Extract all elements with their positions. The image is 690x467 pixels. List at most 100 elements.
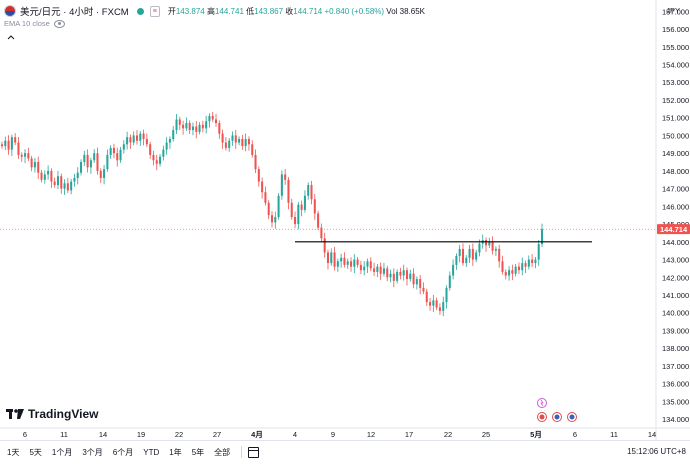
candle-body[interactable] <box>290 202 293 217</box>
candle-body[interactable] <box>264 192 267 203</box>
candle-body[interactable] <box>43 174 46 180</box>
timeframe-button[interactable]: 6个月 <box>112 447 134 457</box>
candle-body[interactable] <box>340 257 343 262</box>
candle-body[interactable] <box>185 123 188 129</box>
candle-body[interactable] <box>73 177 76 182</box>
candle-body[interactable] <box>300 204 303 210</box>
candle-body[interactable] <box>191 126 194 131</box>
candle-body[interactable] <box>221 133 224 143</box>
candle-body[interactable] <box>326 252 329 264</box>
candle-body[interactable] <box>274 217 277 223</box>
candle-body[interactable] <box>231 135 234 141</box>
candle-body[interactable] <box>445 287 448 303</box>
candle-body[interactable] <box>205 121 208 129</box>
candle-body[interactable] <box>511 270 514 274</box>
candle-body[interactable] <box>485 240 488 246</box>
candle-body[interactable] <box>208 115 211 122</box>
candle-body[interactable] <box>27 153 30 159</box>
candle-body[interactable] <box>126 137 129 145</box>
candle-body[interactable] <box>294 217 297 225</box>
candle-body[interactable] <box>491 241 494 251</box>
candle-body[interactable] <box>83 154 86 163</box>
candle-body[interactable] <box>201 124 204 129</box>
candle-body[interactable] <box>396 271 399 281</box>
clock[interactable]: 15:12:06 UTC+8 <box>627 447 686 456</box>
timeframe-button[interactable]: 1天 <box>7 447 20 457</box>
candle-body[interactable] <box>96 153 99 171</box>
candle-body[interactable] <box>56 176 59 186</box>
candle-body[interactable] <box>307 185 310 196</box>
candle-body[interactable] <box>251 144 254 155</box>
timeframe-button[interactable]: 5天 <box>29 447 42 457</box>
candle-body[interactable] <box>14 137 17 143</box>
candle-body[interactable] <box>112 147 115 154</box>
eye-icon[interactable] <box>53 19 65 28</box>
candle-body[interactable] <box>297 204 300 225</box>
candle-body[interactable] <box>0 144 4 147</box>
candle-body[interactable] <box>409 273 412 280</box>
candle-body[interactable] <box>432 300 435 306</box>
candle-body[interactable] <box>47 170 50 175</box>
candle-body[interactable] <box>461 248 464 264</box>
candle-body[interactable] <box>53 181 56 186</box>
candle-body[interactable] <box>336 261 339 267</box>
timeframe-button[interactable]: 3个月 <box>82 447 103 457</box>
candle-body[interactable] <box>419 279 422 288</box>
candle-body[interactable] <box>438 307 441 311</box>
candle-body[interactable] <box>172 130 175 139</box>
candle-body[interactable] <box>524 263 527 267</box>
candle-body[interactable] <box>86 154 89 168</box>
candle-body[interactable] <box>478 243 481 253</box>
candle-body[interactable] <box>475 252 478 260</box>
candle-body[interactable] <box>175 119 178 131</box>
candle-body[interactable] <box>471 248 474 260</box>
candle-body[interactable] <box>488 241 491 246</box>
candle-body[interactable] <box>76 172 79 178</box>
candle-body[interactable] <box>241 138 244 147</box>
candle-body[interactable] <box>122 144 125 150</box>
candle-body[interactable] <box>50 170 53 182</box>
candle-body[interactable] <box>284 174 287 180</box>
candle-body[interactable] <box>521 263 524 271</box>
candle-body[interactable] <box>37 162 40 173</box>
candle-body[interactable] <box>254 154 257 170</box>
candle-body[interactable] <box>405 270 409 280</box>
candle-body[interactable] <box>109 147 112 155</box>
candle-body[interactable] <box>373 268 376 272</box>
candle-body[interactable] <box>534 259 537 264</box>
candle-body[interactable] <box>376 266 379 272</box>
candle-body[interactable] <box>7 140 10 150</box>
candle-body[interactable] <box>514 266 517 274</box>
candle-body[interactable] <box>399 271 402 276</box>
candle-body[interactable] <box>244 138 247 147</box>
candle-body[interactable] <box>369 261 372 269</box>
candle-body[interactable] <box>442 302 445 311</box>
candle-body[interactable] <box>531 259 534 264</box>
candle-body[interactable] <box>448 275 451 288</box>
candle-body[interactable] <box>10 137 13 150</box>
candle-body[interactable] <box>303 195 306 210</box>
candle-body[interactable] <box>63 183 66 189</box>
candle-body[interactable] <box>382 268 385 274</box>
candle-body[interactable] <box>465 257 468 264</box>
candle-body[interactable] <box>238 138 241 143</box>
candle-body[interactable] <box>24 153 27 157</box>
candle-body[interactable] <box>494 248 497 251</box>
candle-body[interactable] <box>379 266 382 274</box>
candle-body[interactable] <box>178 119 181 125</box>
candle-body[interactable] <box>277 195 280 217</box>
indicator-legend[interactable]: EMA 10 close <box>4 19 65 28</box>
candle-body[interactable] <box>99 170 102 178</box>
candle-body[interactable] <box>149 144 152 155</box>
candle-body[interactable] <box>234 135 237 143</box>
candle-body[interactable] <box>501 261 504 272</box>
candle-body[interactable] <box>89 160 92 168</box>
candle-body[interactable] <box>142 133 145 139</box>
candle-body[interactable] <box>116 153 119 161</box>
candle-body[interactable] <box>162 149 165 157</box>
candle-body[interactable] <box>224 142 227 148</box>
candle-body[interactable] <box>103 169 106 178</box>
candle-body[interactable] <box>159 156 162 164</box>
candle-body[interactable] <box>168 138 171 143</box>
